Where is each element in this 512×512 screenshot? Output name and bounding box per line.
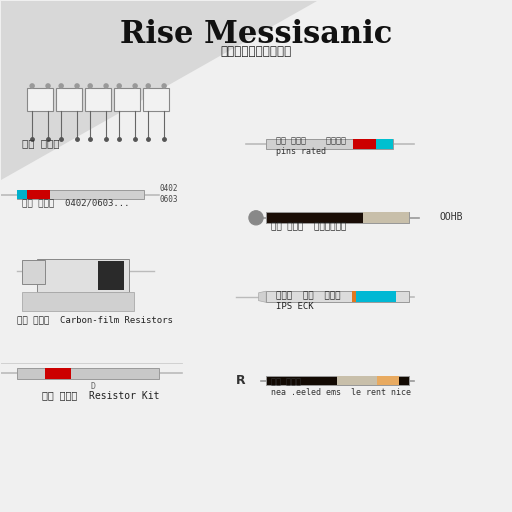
Bar	[376, 139, 394, 148]
Bar	[352, 291, 356, 303]
Bar	[356, 291, 396, 303]
Text: 水泥 插件型  Carbon-film Resistors: 水泥 插件型 Carbon-film Resistors	[17, 315, 173, 324]
Text: Rise Messisanic: Rise Messisanic	[120, 19, 392, 50]
Circle shape	[30, 84, 34, 88]
Bar	[22, 260, 45, 284]
Bar	[27, 190, 50, 200]
Bar	[98, 261, 123, 290]
Bar	[45, 368, 71, 379]
Bar	[17, 190, 27, 200]
Text: 精密 插件型    额定功率
pins rated: 精密 插件型 额定功率 pins rated	[276, 137, 347, 156]
Bar	[17, 190, 144, 200]
Text: 绕线 插件型  高精度超精密: 绕线 插件型 高精度超精密	[271, 222, 347, 231]
Circle shape	[249, 210, 263, 225]
Bar	[266, 212, 409, 223]
Circle shape	[46, 84, 50, 88]
Bar	[143, 89, 169, 111]
Circle shape	[75, 84, 79, 88]
Text: 色环 插件型  Resistor Kit: 色环 插件型 Resistor Kit	[42, 391, 160, 400]
Bar	[363, 212, 409, 223]
Text: 合金 插件型
nea .eeled ems  le rent nice: 合金 插件型 nea .eeled ems le rent nice	[271, 377, 411, 396]
Bar	[266, 139, 394, 148]
Bar	[266, 376, 409, 386]
Text: 定值 贴片型  0402/0603...: 定值 贴片型 0402/0603...	[22, 198, 129, 207]
Circle shape	[146, 84, 151, 88]
Bar	[353, 139, 376, 148]
Text: 0402
0603: 0402 0603	[159, 184, 178, 204]
Text: 超精密  平板  高稳定
IPS ECK: 超精密 平板 高稳定 IPS ECK	[276, 291, 341, 311]
Bar	[27, 264, 118, 270]
Polygon shape	[259, 291, 266, 303]
Circle shape	[59, 84, 63, 88]
Text: 固态电阻产品系列参数: 固态电阻产品系列参数	[220, 45, 292, 58]
Bar	[114, 89, 140, 111]
Circle shape	[162, 84, 166, 88]
Text: OOHB: OOHB	[439, 212, 463, 222]
Bar	[56, 89, 82, 111]
Bar	[85, 89, 112, 111]
Circle shape	[133, 84, 137, 88]
Text: 排阻 贴片型: 排阻 贴片型	[22, 139, 59, 148]
Circle shape	[88, 84, 92, 88]
Bar	[22, 292, 134, 311]
Polygon shape	[2, 2, 317, 180]
Circle shape	[104, 84, 108, 88]
Bar	[17, 368, 159, 379]
Text: R: R	[236, 374, 246, 387]
Bar	[266, 291, 409, 303]
Text: D: D	[91, 382, 96, 391]
Bar	[27, 89, 53, 111]
Bar	[37, 259, 129, 292]
Bar	[337, 376, 377, 386]
Circle shape	[117, 84, 121, 88]
Bar	[377, 376, 399, 386]
